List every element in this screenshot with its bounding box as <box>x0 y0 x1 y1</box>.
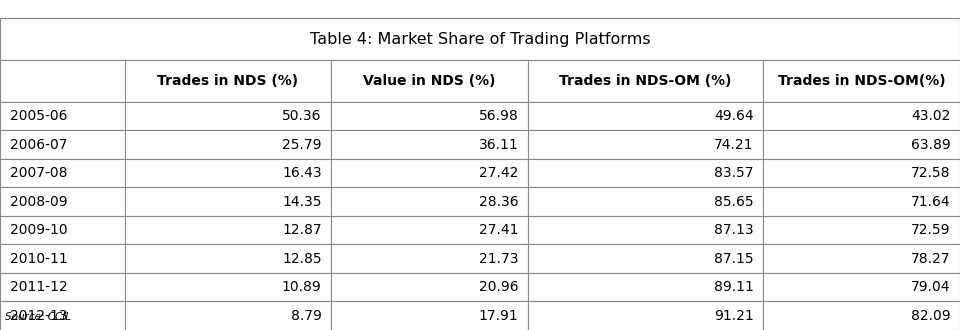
Text: 50.36: 50.36 <box>282 109 322 123</box>
Text: 8.79: 8.79 <box>291 309 322 323</box>
Text: 2007-08: 2007-08 <box>10 166 67 180</box>
Bar <box>528 159 763 187</box>
Bar <box>331 60 528 102</box>
Bar <box>763 187 960 216</box>
Text: 16.43: 16.43 <box>282 166 322 180</box>
Text: 63.89: 63.89 <box>911 138 950 152</box>
Bar <box>125 130 331 159</box>
Bar <box>125 102 331 130</box>
Bar <box>763 245 960 273</box>
Bar <box>528 60 763 102</box>
Bar <box>528 130 763 159</box>
Bar <box>331 187 528 216</box>
Text: Value in NDS (%): Value in NDS (%) <box>363 74 496 88</box>
Text: 20.96: 20.96 <box>479 280 518 294</box>
Text: 85.65: 85.65 <box>714 195 754 209</box>
Text: 87.15: 87.15 <box>714 252 754 266</box>
Bar <box>763 302 960 330</box>
Bar <box>763 216 960 245</box>
Bar <box>0 60 125 102</box>
Text: 56.98: 56.98 <box>479 109 518 123</box>
Bar <box>125 60 331 102</box>
Bar <box>331 273 528 302</box>
Text: 2010-11: 2010-11 <box>10 252 67 266</box>
Bar <box>763 273 960 302</box>
Text: 2012-13: 2012-13 <box>10 309 67 323</box>
Text: Table 4: Market Share of Trading Platforms: Table 4: Market Share of Trading Platfor… <box>310 32 650 47</box>
Bar <box>763 130 960 159</box>
Bar <box>528 102 763 130</box>
Bar <box>528 187 763 216</box>
Bar <box>331 302 528 330</box>
Bar <box>0 102 125 130</box>
Bar <box>0 245 125 273</box>
Bar <box>331 216 528 245</box>
Bar <box>125 273 331 302</box>
Text: 12.87: 12.87 <box>282 223 322 237</box>
Text: 82.09: 82.09 <box>911 309 950 323</box>
Text: 83.57: 83.57 <box>714 166 754 180</box>
Bar <box>528 273 763 302</box>
Text: 2006-07: 2006-07 <box>10 138 67 152</box>
Text: 17.91: 17.91 <box>479 309 518 323</box>
Text: 43.02: 43.02 <box>911 109 950 123</box>
Text: 36.11: 36.11 <box>479 138 518 152</box>
Bar <box>331 245 528 273</box>
Bar <box>763 102 960 130</box>
Text: 25.79: 25.79 <box>282 138 322 152</box>
Text: 2005-06: 2005-06 <box>10 109 67 123</box>
Text: 79.04: 79.04 <box>911 280 950 294</box>
Text: Trades in NDS-OM (%): Trades in NDS-OM (%) <box>560 74 732 88</box>
Text: Source: CCIL: Source: CCIL <box>5 312 71 322</box>
Bar <box>763 60 960 102</box>
Text: Trades in NDS-OM(%): Trades in NDS-OM(%) <box>778 74 946 88</box>
Text: 10.89: 10.89 <box>282 280 322 294</box>
Text: 71.64: 71.64 <box>911 195 950 209</box>
Bar <box>125 216 331 245</box>
Text: 28.36: 28.36 <box>479 195 518 209</box>
Text: 2009-10: 2009-10 <box>10 223 67 237</box>
Bar <box>125 159 331 187</box>
Bar <box>125 302 331 330</box>
Bar <box>331 102 528 130</box>
Bar <box>125 245 331 273</box>
Text: 27.41: 27.41 <box>479 223 518 237</box>
Bar <box>0 130 125 159</box>
Text: 14.35: 14.35 <box>282 195 322 209</box>
Text: 49.64: 49.64 <box>714 109 754 123</box>
Bar <box>0 18 960 60</box>
Text: Trades in NDS (%): Trades in NDS (%) <box>157 74 299 88</box>
Text: 87.13: 87.13 <box>714 223 754 237</box>
Text: 91.21: 91.21 <box>714 309 754 323</box>
Bar <box>763 159 960 187</box>
Text: 74.21: 74.21 <box>714 138 754 152</box>
Text: 27.42: 27.42 <box>479 166 518 180</box>
Text: 12.85: 12.85 <box>282 252 322 266</box>
Bar <box>125 187 331 216</box>
Bar <box>0 302 125 330</box>
Text: 72.59: 72.59 <box>911 223 950 237</box>
Text: 2008-09: 2008-09 <box>10 195 67 209</box>
Bar <box>331 159 528 187</box>
Text: 2011-12: 2011-12 <box>10 280 67 294</box>
Bar <box>528 216 763 245</box>
Text: 78.27: 78.27 <box>911 252 950 266</box>
Text: 21.73: 21.73 <box>479 252 518 266</box>
Bar <box>528 302 763 330</box>
Text: 72.58: 72.58 <box>911 166 950 180</box>
Bar <box>0 187 125 216</box>
Bar <box>0 159 125 187</box>
Bar <box>0 273 125 302</box>
Bar <box>331 130 528 159</box>
Bar <box>528 245 763 273</box>
Text: 89.11: 89.11 <box>713 280 754 294</box>
Bar <box>0 216 125 245</box>
